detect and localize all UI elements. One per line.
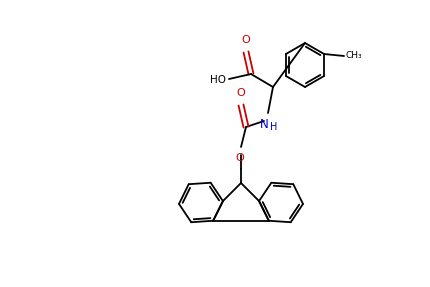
Text: CH₃: CH₃ bbox=[344, 51, 361, 61]
Text: HO: HO bbox=[209, 75, 225, 85]
Text: O: O bbox=[236, 88, 245, 98]
Text: H: H bbox=[270, 122, 277, 132]
Text: O: O bbox=[235, 153, 244, 163]
Text: N: N bbox=[259, 118, 268, 131]
Text: O: O bbox=[241, 35, 250, 45]
